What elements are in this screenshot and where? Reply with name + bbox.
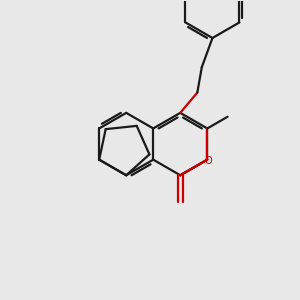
Text: O: O xyxy=(205,156,213,166)
